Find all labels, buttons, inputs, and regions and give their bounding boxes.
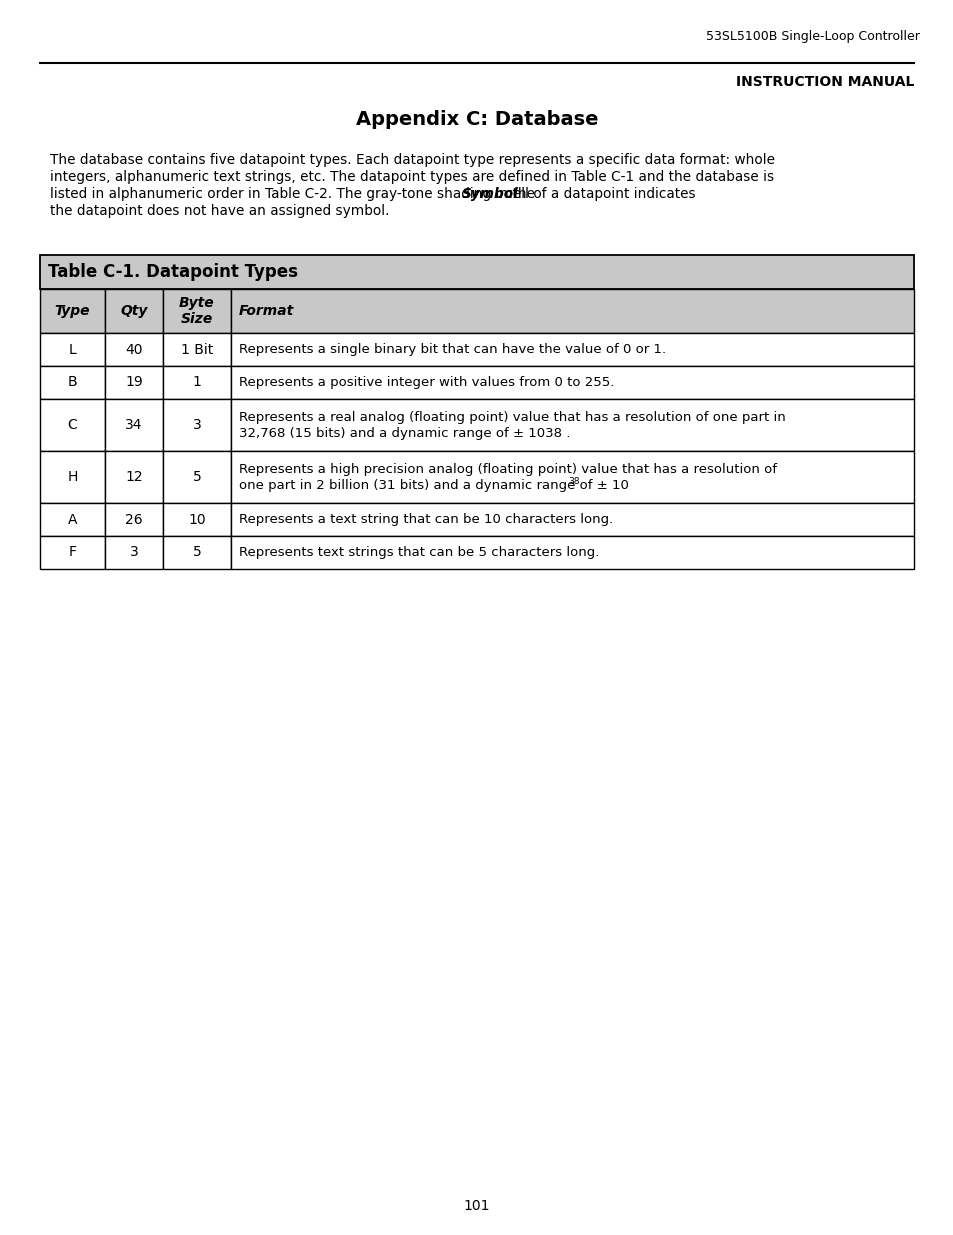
Bar	[163, 503, 231, 536]
Bar	[105, 536, 163, 569]
Bar	[163, 333, 231, 366]
Text: integers, alphanumeric text strings, etc. The datapoint types are defined in Tab: integers, alphanumeric text strings, etc…	[50, 170, 773, 184]
Text: Represents a real analog (floating point) value that has a resolution of one par: Represents a real analog (floating point…	[239, 410, 785, 424]
Text: 1 Bit: 1 Bit	[181, 342, 213, 357]
Bar	[40, 503, 105, 536]
Text: listed in alphanumeric order in Table C-2. The gray-tone shading in the: listed in alphanumeric order in Table C-…	[50, 186, 538, 201]
Bar	[163, 289, 231, 333]
Bar	[163, 399, 231, 451]
Text: 26: 26	[125, 513, 143, 526]
Text: INSTRUCTION MANUAL: INSTRUCTION MANUAL	[735, 75, 913, 89]
Bar	[105, 399, 163, 451]
Text: Represents a text string that can be 10 characters long.: Represents a text string that can be 10 …	[239, 513, 613, 526]
Bar	[105, 451, 163, 503]
Text: 40: 40	[125, 342, 143, 357]
Text: 38: 38	[568, 477, 579, 485]
Text: Type: Type	[54, 304, 91, 317]
Bar	[105, 289, 163, 333]
Text: 10: 10	[188, 513, 206, 526]
Bar	[231, 289, 913, 333]
Text: Byte
Size: Byte Size	[179, 296, 214, 326]
Bar	[40, 366, 105, 399]
Text: Table C-1. Datapoint Types: Table C-1. Datapoint Types	[48, 263, 297, 282]
Text: B: B	[68, 375, 77, 389]
Bar	[231, 536, 913, 569]
Text: 5: 5	[193, 546, 201, 559]
Text: Symbol: Symbol	[461, 186, 518, 201]
Text: 101: 101	[463, 1199, 490, 1213]
Text: Represents a single binary bit that can have the value of 0 or 1.: Represents a single binary bit that can …	[239, 343, 665, 356]
Text: Represents a high precision analog (floating point) value that has a resolution : Represents a high precision analog (floa…	[239, 462, 776, 475]
Bar	[105, 366, 163, 399]
Bar	[40, 399, 105, 451]
Text: one part in 2 billion (31 bits) and a dynamic range of ± 10: one part in 2 billion (31 bits) and a dy…	[239, 479, 628, 493]
Text: Appendix C: Database: Appendix C: Database	[355, 110, 598, 128]
Text: 5: 5	[193, 471, 201, 484]
Bar	[163, 536, 231, 569]
Text: Qty: Qty	[120, 304, 148, 317]
Bar	[40, 451, 105, 503]
Text: the datapoint does not have an assigned symbol.: the datapoint does not have an assigned …	[50, 204, 389, 219]
Text: The database contains five datapoint types. Each datapoint type represents a spe: The database contains five datapoint typ…	[50, 153, 774, 167]
Bar	[231, 333, 913, 366]
Text: cell of a datapoint indicates: cell of a datapoint indicates	[500, 186, 695, 201]
Text: 3: 3	[130, 546, 138, 559]
Text: Format: Format	[239, 304, 294, 317]
Text: 34: 34	[125, 417, 143, 432]
Bar	[163, 366, 231, 399]
Bar	[105, 503, 163, 536]
Bar	[231, 503, 913, 536]
Text: L: L	[69, 342, 76, 357]
Text: 1: 1	[193, 375, 201, 389]
Bar	[40, 254, 913, 289]
Text: Represents a positive integer with values from 0 to 255.: Represents a positive integer with value…	[239, 375, 614, 389]
Bar	[231, 399, 913, 451]
Bar	[231, 366, 913, 399]
Text: C: C	[68, 417, 77, 432]
Bar	[40, 333, 105, 366]
Text: 19: 19	[125, 375, 143, 389]
Text: 32,768 (15 bits) and a dynamic range of ± 1038 .: 32,768 (15 bits) and a dynamic range of …	[239, 427, 570, 441]
Bar	[163, 451, 231, 503]
Bar	[231, 451, 913, 503]
Text: H: H	[68, 471, 77, 484]
Bar	[105, 333, 163, 366]
Text: 53SL5100B Single-Loop Controller: 53SL5100B Single-Loop Controller	[705, 30, 919, 43]
Text: 3: 3	[193, 417, 201, 432]
Text: A: A	[68, 513, 77, 526]
Text: 12: 12	[125, 471, 143, 484]
Text: Represents text strings that can be 5 characters long.: Represents text strings that can be 5 ch…	[239, 546, 598, 559]
Bar	[40, 536, 105, 569]
Text: F: F	[69, 546, 76, 559]
Bar	[40, 289, 105, 333]
